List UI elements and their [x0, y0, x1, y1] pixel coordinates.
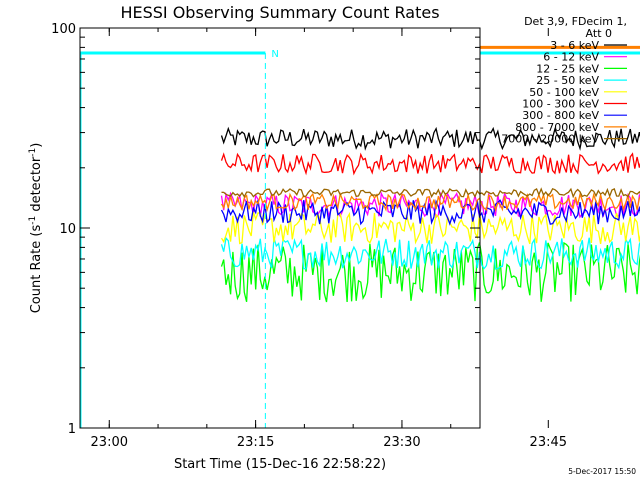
legend-entry-label-2: 12 - 25 keV: [536, 62, 599, 75]
tick-layer: 23:0023:1523:3023:4500:0000:1500:3011010…: [51, 22, 567, 450]
series-line-1: [220, 191, 640, 219]
y-tick-label-0: 1: [68, 422, 76, 437]
x-tick-label-0: 23:00: [91, 435, 128, 450]
series-line-4: [220, 210, 640, 245]
legend-entry-label-5: 100 - 300 keV: [522, 98, 599, 111]
legend-entry-label-7: 800 - 7000 keV: [515, 121, 599, 134]
y-tick-label-2: 100: [51, 22, 76, 37]
x-tick-label-2: 23:30: [383, 435, 420, 450]
legend-entry-label-1: 6 - 12 keV: [543, 51, 599, 64]
y-axis-label-start: Count Rate (s: [29, 225, 44, 314]
y-axis-label-mid: detector: [29, 156, 44, 216]
series-line-2: [220, 241, 640, 303]
series-line-6: [220, 199, 640, 226]
legend-entry-label-3: 25 - 50 keV: [536, 74, 599, 87]
chart-title: HESSI Observing Summary Count Rates: [120, 3, 439, 22]
series-line-0: [220, 126, 640, 151]
series-line-8: [221, 187, 640, 199]
y-tick-label-1: 10: [59, 222, 76, 237]
legend-entry-label-6: 300 - 800 keV: [522, 109, 599, 122]
legend-entry-label-0: 3 - 6 keV: [550, 39, 599, 52]
series-line-3: [220, 236, 640, 270]
legend-header-line1: Det 3,9, FDecim 1,: [524, 15, 627, 28]
y-axis-label-sup1: -1: [28, 216, 38, 225]
flag-layer: NS: [80, 45, 640, 428]
y-axis-label-end: ): [29, 143, 44, 148]
legend-header-line2: Att 0: [586, 27, 612, 40]
legend-entry-label-4: 50 - 100 keV: [529, 86, 599, 99]
x-tick-label-1: 23:15: [237, 435, 274, 450]
x-tick-label-3: 23:45: [530, 435, 567, 450]
y-axis-label-sup2: -1: [28, 148, 38, 157]
series-layer: [220, 126, 640, 303]
y-axis-label: Count Rate (s-1 detector-1): [28, 143, 44, 314]
series-line-5: [220, 152, 640, 176]
footer-timestamp: 5-Dec-2017 15:50: [568, 467, 636, 476]
series-line-7: [220, 191, 640, 213]
night-flag-label: N: [271, 49, 278, 60]
legend-entry-label-8: 7000 - 20000 keV: [501, 133, 599, 146]
x-axis-label: Start Time (15-Dec-16 22:58:22): [174, 457, 386, 472]
